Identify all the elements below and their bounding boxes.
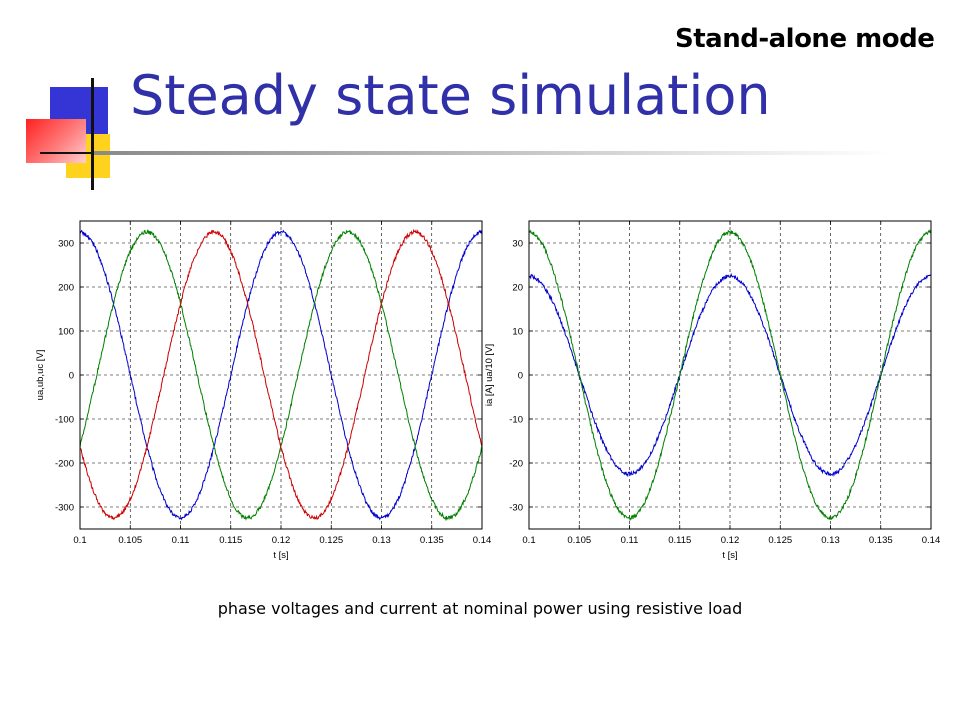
title-rule — [94, 151, 890, 155]
x-tick-label: 0.125 — [319, 535, 343, 546]
x-tick-label: 0.115 — [668, 535, 691, 546]
x-tick-label: 0.12 — [272, 535, 291, 546]
x-tick-label: 0.11 — [172, 535, 190, 546]
slide-caption: phase voltages and current at nominal po… — [217, 599, 743, 618]
y-axis-label: ia [A] ua/10 [V] — [484, 344, 495, 406]
y-tick-label: 100 — [58, 327, 74, 338]
x-tick-label: 0.14 — [473, 535, 492, 546]
decor-horizontal-line — [40, 152, 120, 154]
decor-vertical-line — [91, 78, 94, 190]
x-tick-label: 0.1 — [73, 535, 86, 546]
x-tick-label: 0.125 — [768, 535, 792, 546]
y-tick-label: -100 — [55, 415, 74, 426]
y-tick-label: 20 — [512, 283, 523, 294]
grid — [80, 221, 482, 529]
y-tick-label: -30 — [509, 503, 523, 514]
current-voltage-chart: 0.1 0.105 0.11 0.115 0.12 0.125 0.13 0.135 0.14 -… — [484, 218, 940, 570]
x-tick-label: 0.13 — [372, 535, 391, 546]
slide-title: Steady state simulation — [130, 64, 771, 127]
y-tick-label: -200 — [55, 459, 74, 470]
y-tick-label: -300 — [55, 503, 74, 514]
decor-red-square — [26, 119, 86, 163]
x-tick-label: 0.115 — [219, 535, 242, 546]
series-group — [79, 228, 483, 522]
x-tick-label: 0.135 — [420, 535, 444, 546]
y-tick-label: 300 — [58, 239, 74, 250]
y-tick-label: -10 — [509, 415, 523, 426]
chart-svg: 0.1 0.105 0.11 0.115 0.12 0.125 0.13 0.135 0.14 -… — [484, 220, 940, 561]
x-tick-label: 0.12 — [721, 535, 740, 546]
series-group — [528, 229, 932, 522]
x-axis-label: t [s] — [273, 550, 288, 561]
grid — [529, 221, 931, 529]
y-tick-label: -20 — [509, 459, 523, 470]
chart-svg: 0.1 0.105 0.11 0.115 0.12 0.125 0.13 0.135 0.14 -… — [35, 220, 491, 561]
y-tick-label: 10 — [512, 327, 523, 338]
x-axis-label: t [s] — [722, 550, 737, 561]
y-tick-label: 30 — [512, 239, 523, 250]
y-tick-label: 0 — [69, 371, 74, 382]
y-tick-label: 0 — [518, 371, 523, 382]
series-line — [528, 229, 932, 522]
phase-voltages-chart: 0.1 0.105 0.11 0.115 0.12 0.125 0.13 0.135 0.14 -… — [35, 218, 491, 570]
y-axis-label: ua,ub,uc [V] — [35, 350, 46, 401]
mode-label: Stand-alone mode — [675, 24, 935, 54]
series-line — [79, 228, 483, 522]
series-line — [79, 228, 483, 521]
y-tick-label: 200 — [58, 283, 74, 294]
x-tick-label: 0.14 — [922, 535, 941, 546]
x-tick-label: 0.1 — [522, 535, 535, 546]
series-line — [528, 272, 932, 478]
x-tick-label: 0.13 — [821, 535, 840, 546]
x-tick-label: 0.11 — [621, 535, 639, 546]
x-tick-label: 0.135 — [869, 535, 893, 546]
ticks: 0.1 0.105 0.11 0.115 0.12 0.125 0.13 0.135 0.14 -… — [55, 221, 491, 546]
x-tick-label: 0.105 — [567, 535, 591, 546]
x-tick-label: 0.105 — [118, 535, 142, 546]
ticks: 0.1 0.105 0.11 0.115 0.12 0.125 0.13 0.135 0.14 -… — [509, 221, 940, 546]
